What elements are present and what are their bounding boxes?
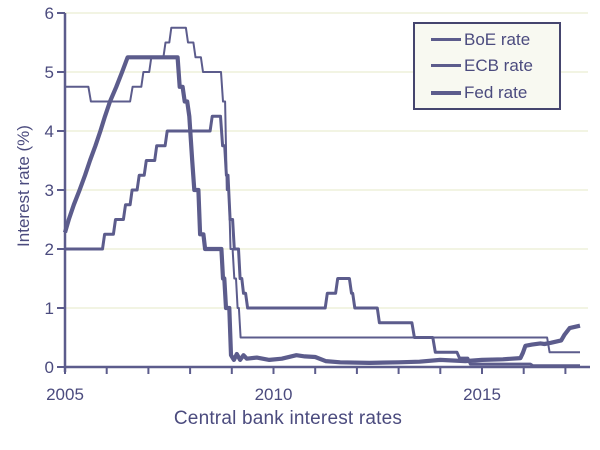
legend-item-boe: BoE rate <box>431 31 559 48</box>
y-tick-label-6: 6 <box>45 4 54 23</box>
series-line-fed <box>62 55 581 365</box>
legend-label-boe: BoE rate <box>464 29 531 49</box>
series-line-ecb <box>65 114 580 368</box>
x-tick-label-2010: 2010 <box>255 385 293 404</box>
legend-label-ecb: ECB rate <box>464 56 533 76</box>
legend-box: BoE rate ECB rate Fed rate <box>413 22 561 110</box>
y-tick-label-4: 4 <box>45 122 54 141</box>
y-tick-label-3: 3 <box>45 181 54 200</box>
series-line-boe <box>65 26 580 354</box>
y-tick-label-5: 5 <box>45 63 54 82</box>
legend-item-ecb: ECB rate <box>431 57 559 74</box>
y-axis-title: Interest rate (%) <box>14 125 33 247</box>
legend-item-fed: Fed rate <box>431 84 559 101</box>
x-tick-label-2005: 2005 <box>46 385 84 404</box>
y-tick-label-1: 1 <box>45 299 54 318</box>
y-tick-label-2: 2 <box>45 240 54 259</box>
chart-title: Central bank interest rates <box>173 408 403 429</box>
x-tick-label-2015: 2015 <box>463 385 501 404</box>
y-tick-label-0: 0 <box>45 358 54 377</box>
legend-label-fed: Fed rate <box>464 83 528 103</box>
legend-line-sample-boe <box>431 38 461 41</box>
legend-line-sample-ecb <box>431 64 461 68</box>
legend-line-sample-fed <box>431 90 461 95</box>
